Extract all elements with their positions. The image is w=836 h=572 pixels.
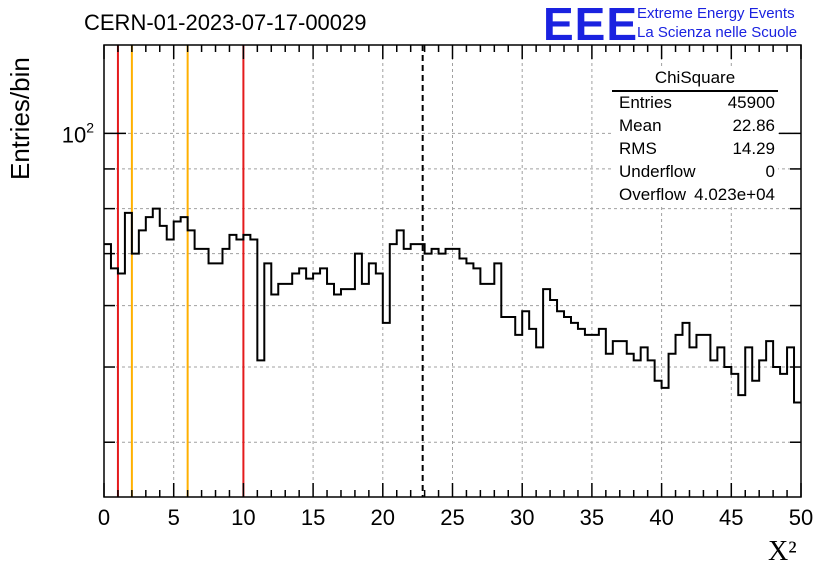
y-axis-label-box: Entries/bin: [5, 57, 39, 210]
x-tick-label: 25: [440, 505, 464, 530]
stats-row-underflow: Underflow 0: [619, 162, 775, 182]
stats-row-rms: RMS 14.29: [619, 139, 775, 159]
histogram-outline: [104, 207, 801, 404]
logo-line-2: La Scienza nelle Scuole: [637, 24, 798, 41]
y-axis-label: Entries/bin: [5, 57, 35, 180]
stats-value: 45900: [727, 93, 775, 112]
stats-row-mean: Mean 22.86: [619, 116, 775, 136]
axis-ticks: [103, 45, 802, 497]
x-tick-label: 15: [301, 505, 325, 530]
x-axis-label: X²: [768, 536, 797, 567]
stats-key: Entries: [619, 93, 672, 112]
x-tick-label: 10: [231, 505, 255, 530]
stats-key: RMS: [619, 139, 657, 158]
histogram-series: [104, 207, 801, 404]
stats-value: 14.29: [732, 139, 775, 158]
x-tick-label: 40: [649, 505, 673, 530]
y-tick-label-exp: 2: [86, 119, 94, 135]
x-tick-label: 45: [719, 505, 743, 530]
stats-key: Underflow: [619, 162, 696, 181]
stats-value: 22.86: [732, 116, 775, 135]
x-tick-label: 5: [168, 505, 180, 530]
y-tick-label: 102: [62, 119, 94, 147]
eee-logo: EEE: [543, 0, 639, 50]
x-tick-label: 30: [510, 505, 534, 530]
stats-value: 0: [765, 162, 775, 181]
stats-title: ChiSquare: [654, 68, 736, 87]
grid-lines: [104, 45, 801, 497]
x-tick-label: 35: [580, 505, 604, 530]
stats-value: 4.023e+04: [694, 185, 775, 204]
stats-divider: [612, 90, 778, 92]
y-tick-label-base: 10: [62, 122, 86, 147]
x-tick-label: 20: [371, 505, 395, 530]
stats-key: Mean: [619, 116, 662, 135]
x-tick-label: 0: [98, 505, 110, 530]
logo-line-1: Extreme Energy Events: [637, 5, 795, 22]
chart-title: CERN-01-2023-07-17-00029: [84, 10, 367, 35]
x-tick-label: 50: [789, 505, 813, 530]
stats-key: Overflow: [619, 185, 687, 204]
stats-box: ChiSquare Entries 45900 Mean 22.86 RMS 1…: [612, 66, 778, 206]
stats-row-entries: Entries 45900: [619, 93, 775, 113]
stats-row-overflow: Overflow 4.023e+04: [619, 185, 775, 205]
